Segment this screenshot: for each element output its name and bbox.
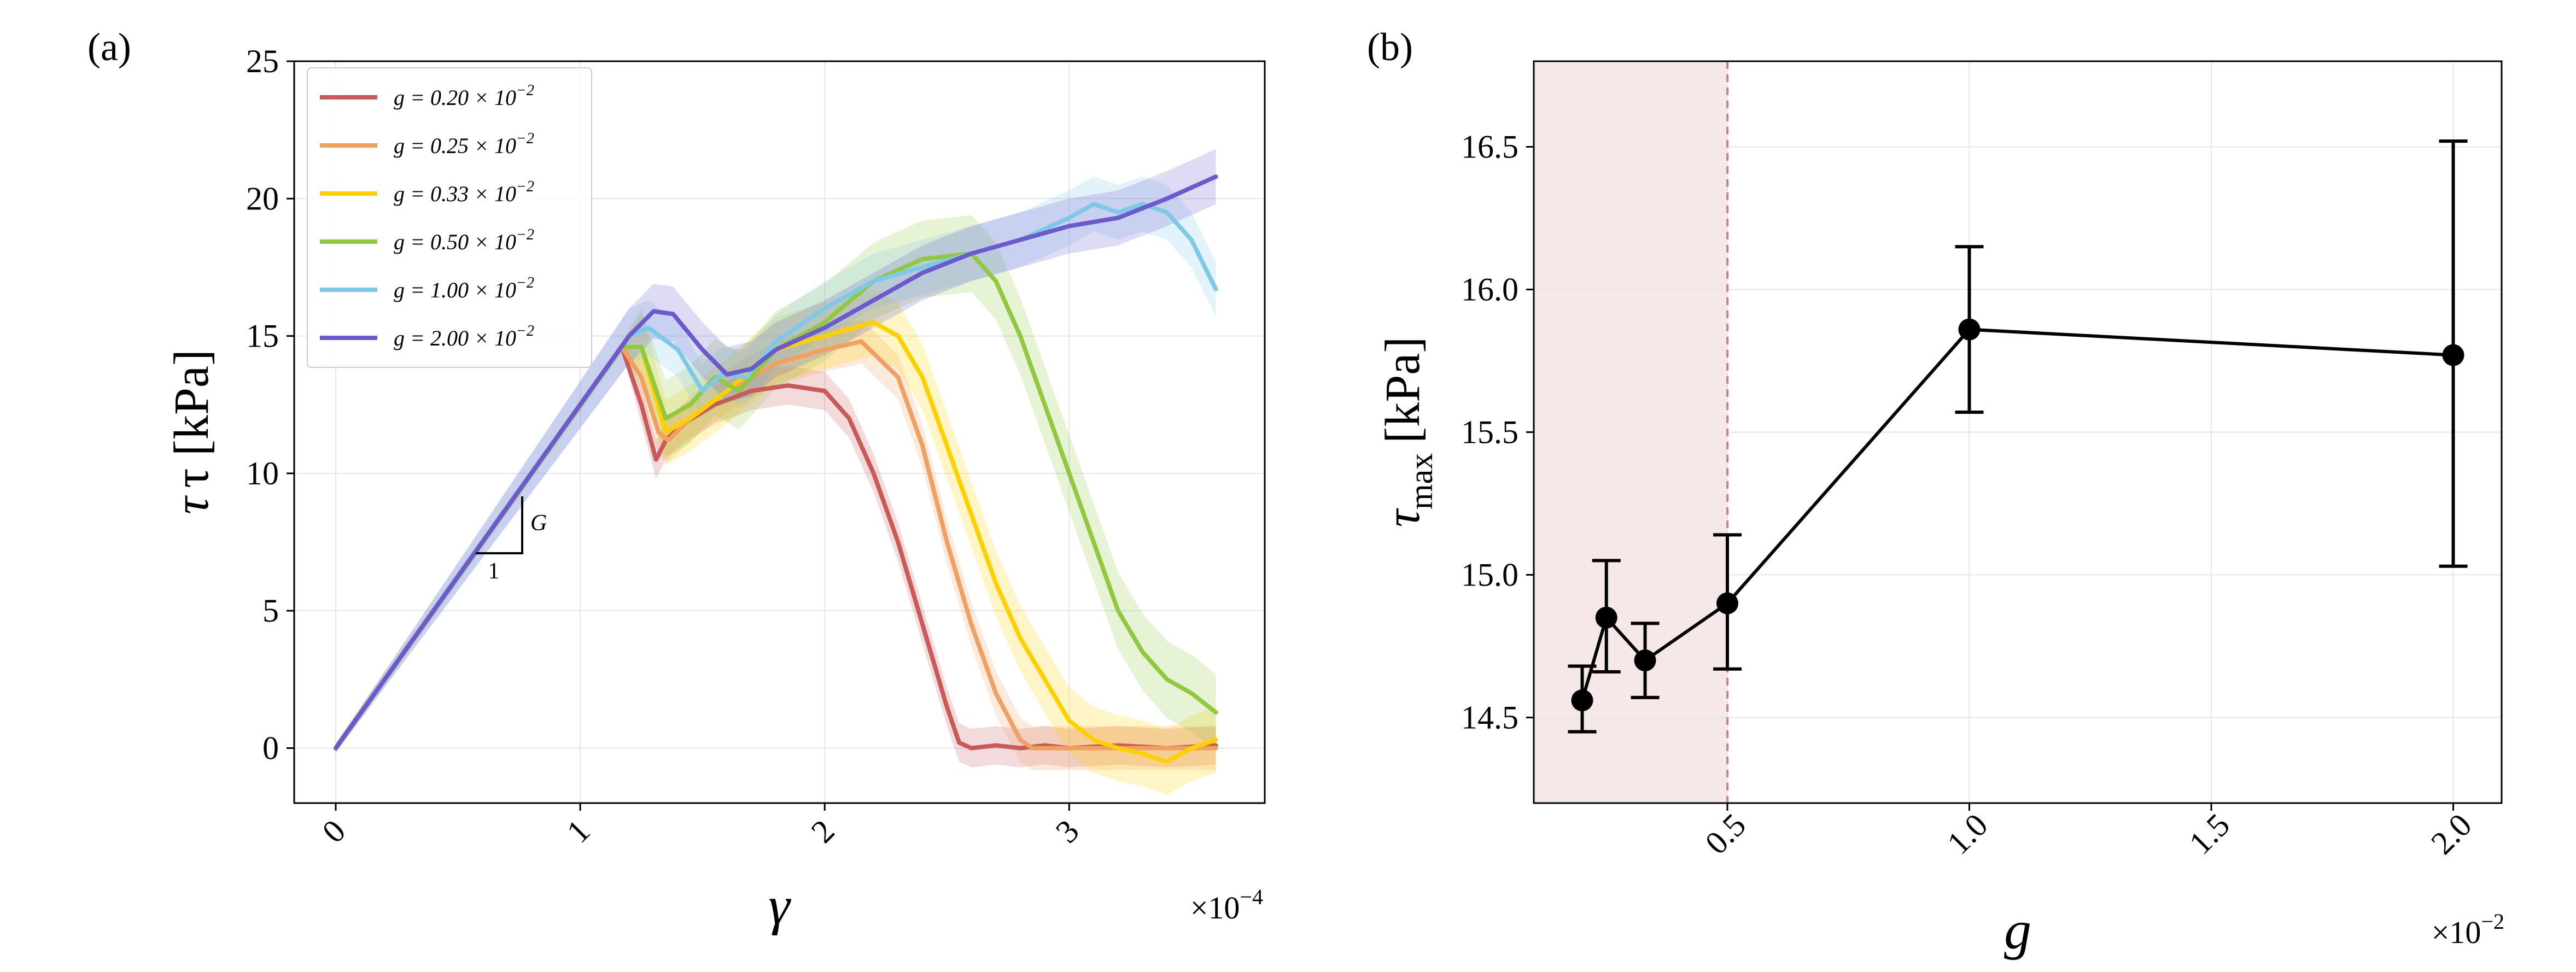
b-x-tick-label: 0.5 — [1698, 807, 1753, 862]
a-y-tick-label: 10 — [246, 455, 279, 491]
a-x-tick-label: 1 — [560, 813, 597, 850]
b-data-point — [1634, 649, 1656, 672]
b-y-axis-title: τmax[kPa] — [1376, 337, 1439, 527]
b-data-points — [1571, 318, 2464, 712]
a-y-ticks: 0 5 10 15 20 25 — [246, 43, 294, 766]
a-y-tick-label: 0 — [262, 730, 279, 766]
a-y-tick-label: 5 — [262, 593, 279, 629]
legend-label: g = 0.20 × 10−2 — [394, 82, 534, 110]
a-y-tick-label: 25 — [246, 43, 279, 79]
b-y-ticks: 14.5 15.0 15.5 16.0 16.5 — [1461, 129, 1534, 735]
a-y-tick-label: 15 — [246, 318, 279, 354]
b-y-tick-label: 15.0 — [1461, 557, 1518, 593]
b-y-tick-label: 15.5 — [1461, 414, 1518, 450]
a-series-band — [336, 215, 1216, 754]
a-x-ticks: 0 1 2 3 — [316, 803, 1086, 850]
a-series-line — [334, 202, 1218, 751]
a-y-axis-title: ττ [kPa] — [165, 349, 219, 514]
a-x-tick-label: 2 — [804, 813, 842, 850]
legend-label: g = 0.33 × 10−2 — [394, 178, 534, 206]
panel-b-label: (b) — [1367, 25, 1413, 69]
a-y-tick-label: 20 — [246, 180, 279, 216]
legend-label: g = 0.50 × 10−2 — [394, 226, 534, 254]
b-x-axis-title: g — [2004, 900, 2031, 961]
b-x-tick-label: 2.0 — [2424, 807, 2479, 862]
b-y-tick-label: 14.5 — [1461, 699, 1518, 735]
legend-items: g = 0.20 × 10−2 g = 0.25 × 10−2 g = 0.33 ×… — [320, 82, 534, 350]
legend-label: g = 0.25 × 10−2 — [394, 130, 534, 158]
legend: g = 0.20 × 10−2 g = 0.25 × 10−2 g = 0.33 ×… — [307, 67, 592, 368]
legend-label: g = 2.00 × 10−2 — [394, 323, 534, 350]
a-x-axis-title: γ — [768, 875, 791, 936]
a-plot-frame — [293, 60, 1266, 804]
b-y-tick-label: 16.5 — [1461, 129, 1518, 165]
a-series-line — [334, 251, 1218, 751]
legend-label: g = 1.00 × 10−2 — [394, 274, 534, 302]
a-x-tick-label: 0 — [316, 813, 353, 850]
b-connecting-line — [1580, 327, 2454, 701]
b-x-multiplier: ×10−2 — [2432, 909, 2504, 950]
a-series-lines — [334, 174, 1218, 764]
a-series-line — [334, 320, 1218, 764]
panel-a-label: (a) — [87, 25, 131, 69]
b-x-tick-label: 1.5 — [2182, 807, 2237, 862]
b-x-tick-label: 1.0 — [1940, 807, 1995, 862]
b-y-tick-label: 16.0 — [1461, 272, 1518, 308]
b-data-point — [1716, 592, 1738, 614]
slope-run-label: 1 — [488, 559, 500, 584]
a-series-line — [334, 174, 1218, 751]
slope-triangle: G 1 — [476, 496, 547, 584]
b-data-point — [1595, 606, 1617, 629]
b-x-ticks: 0.5 1.0 1.5 2.0 — [1698, 803, 2479, 861]
a-series-line — [334, 344, 1218, 751]
a-series-line — [334, 339, 1218, 751]
a-series-band — [336, 177, 1216, 753]
panel-b: (b) 0.5 1.0 1.5 2.0 14.515.015.516.016.5 g … — [1367, 25, 2504, 961]
b-data-point — [2442, 344, 2464, 366]
a-x-multiplier: ×10−4 — [1190, 885, 1263, 926]
b-data-point — [1958, 318, 1981, 341]
slope-rise-label: G — [530, 511, 547, 536]
b-data-point — [1571, 689, 1593, 712]
slope-triangle-lines — [476, 496, 523, 554]
a-x-tick-label: 3 — [1049, 813, 1086, 850]
legend-frame — [307, 67, 592, 368]
